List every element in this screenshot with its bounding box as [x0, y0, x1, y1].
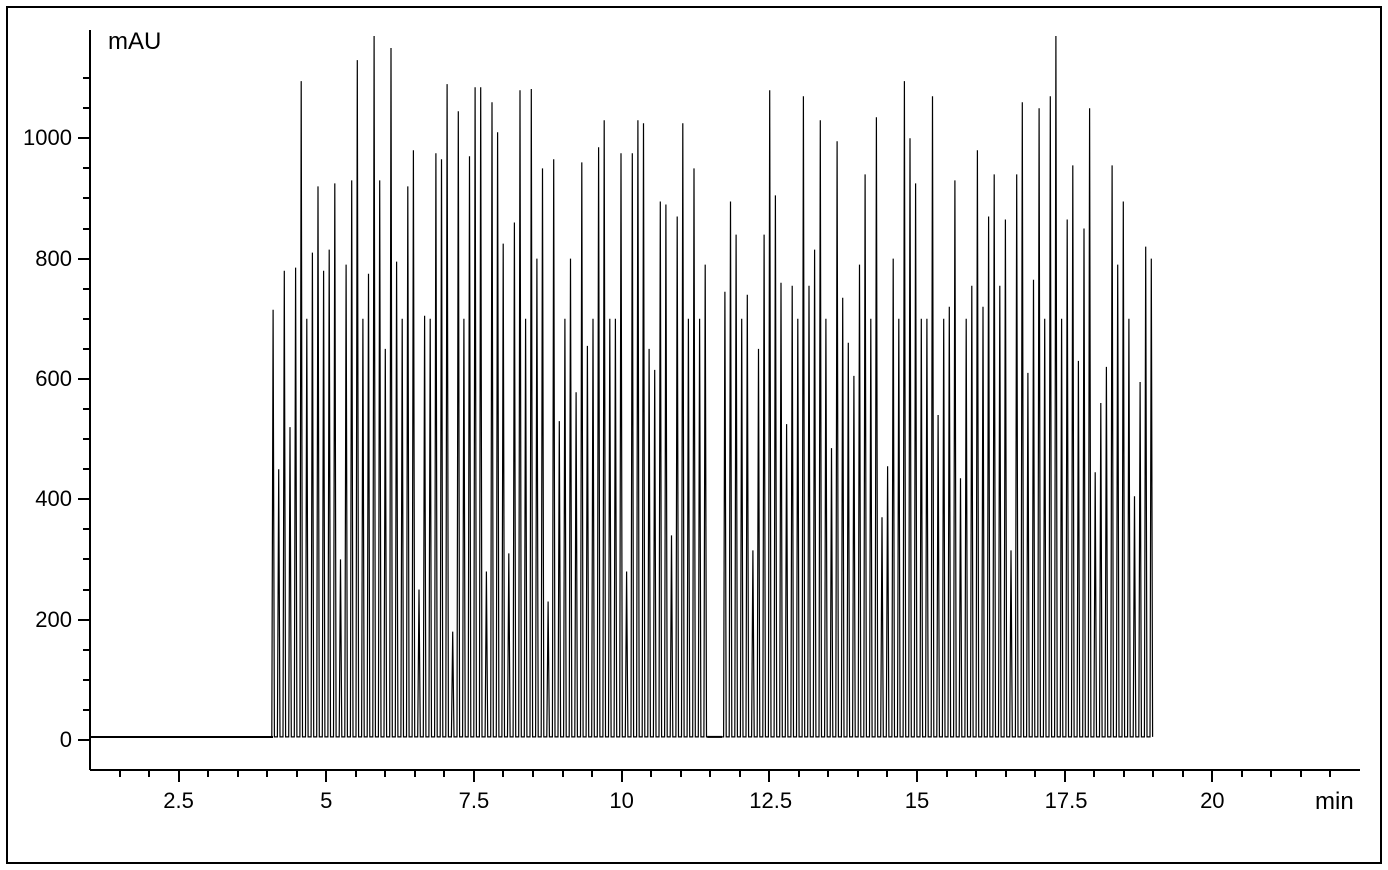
chromatogram-trace — [0, 0, 1388, 870]
chromatogram-path — [272, 36, 1153, 737]
